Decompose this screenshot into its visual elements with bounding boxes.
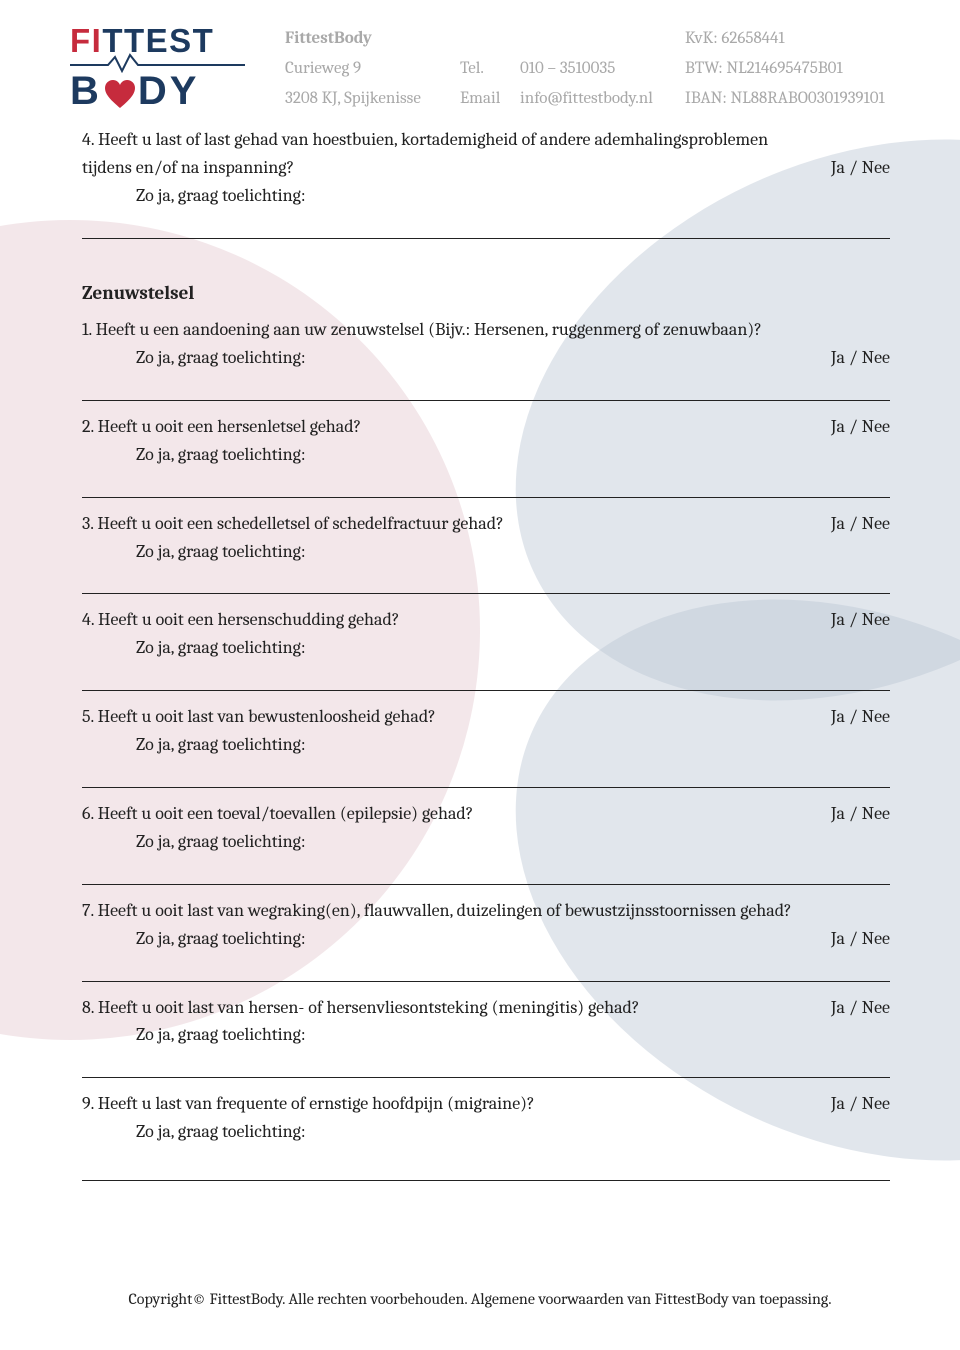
header-info: FittestBody KvK: 62658441 Curieweg 9 Tel… bbox=[285, 24, 955, 114]
zoja-label: Zo ja, graag toelichting: bbox=[82, 1021, 890, 1049]
logo-line2-left: B bbox=[70, 71, 102, 111]
fill-line bbox=[82, 959, 890, 982]
question-3: 3. Heeft u ooit een schedelletsel of sch… bbox=[82, 510, 890, 595]
zoja-label: Zo ja, graag toelichting: bbox=[82, 344, 306, 372]
fill-line bbox=[82, 475, 890, 498]
heart-icon bbox=[104, 76, 136, 106]
answer-janee: Ja / Nee bbox=[811, 154, 890, 182]
question-text: 3. Heeft u ooit een schedelletsel of sch… bbox=[82, 510, 504, 538]
content: 4. Heeft u last of last gehad van hoestb… bbox=[70, 126, 890, 1181]
kvk: KvK: 62658441 bbox=[685, 24, 955, 54]
logo-ecg-icon bbox=[70, 53, 245, 69]
question-8: 8. Heeft u ooit last van hersen- of hers… bbox=[82, 994, 890, 1079]
fill-line bbox=[82, 1055, 890, 1078]
zoja-label: Zo ja, graag toelichting: bbox=[82, 182, 890, 210]
question-text: 1. Heeft u een aandoening aan uw zenuwst… bbox=[82, 316, 890, 344]
page: FITTEST B DY FittestBody KvK: 6265844 bbox=[0, 0, 960, 1181]
fill-line bbox=[82, 1158, 890, 1181]
intro-q4-line2: tijdens en/of na inspanning? bbox=[82, 154, 294, 182]
question-2: 2. Heeft u ooit een hersenletsel gehad? … bbox=[82, 413, 890, 498]
company-name: FittestBody bbox=[285, 24, 460, 54]
fill-line bbox=[82, 378, 890, 401]
question-text: 9. Heeft u last van frequente of ernstig… bbox=[82, 1090, 535, 1118]
question-text: 4. Heeft u ooit een hersenschudding geha… bbox=[82, 606, 399, 634]
question-4: 4. Heeft u ooit een hersenschudding geha… bbox=[82, 606, 890, 691]
answer-janee: Ja / Nee bbox=[811, 510, 890, 538]
btw: BTW: NL214695475B01 bbox=[685, 54, 955, 84]
answer-janee: Ja / Nee bbox=[811, 413, 890, 441]
footer: Copyright© FittestBody. Alle rechten voo… bbox=[0, 1290, 960, 1308]
fill-line bbox=[82, 862, 890, 885]
zoja-label: Zo ja, graag toelichting: bbox=[82, 731, 890, 759]
zoja-label: Zo ja, graag toelichting: bbox=[82, 538, 890, 566]
question-text: 8. Heeft u ooit last van hersen- of hers… bbox=[82, 994, 640, 1022]
logo-line2: B DY bbox=[70, 71, 245, 111]
question-1: 1. Heeft u een aandoening aan uw zenuwst… bbox=[82, 316, 890, 401]
fill-line bbox=[82, 216, 890, 239]
zoja-label: Zo ja, graag toelichting: bbox=[82, 828, 890, 856]
answer-janee: Ja / Nee bbox=[811, 703, 890, 731]
answer-janee: Ja / Nee bbox=[811, 800, 890, 828]
email-label: Email bbox=[460, 84, 520, 114]
iban: IBAN: NL88RABO0301939101 bbox=[685, 84, 955, 114]
question-text: 5. Heeft u ooit last van bewustenlooshei… bbox=[82, 703, 436, 731]
question-9: 9. Heeft u last van frequente of ernstig… bbox=[82, 1090, 890, 1181]
email: info@fittestbody.nl bbox=[520, 84, 685, 114]
tel-label: Tel. bbox=[460, 54, 520, 84]
question-text: 7. Heeft u ooit last van wegraking(en), … bbox=[82, 897, 890, 925]
answer-janee: Ja / Nee bbox=[811, 925, 890, 953]
zoja-label: Zo ja, graag toelichting: bbox=[82, 634, 890, 662]
question-6: 6. Heeft u ooit een toeval/toevallen (ep… bbox=[82, 800, 890, 885]
logo: FITTEST B DY bbox=[70, 24, 245, 114]
question-7: 7. Heeft u ooit last van wegraking(en), … bbox=[82, 897, 890, 982]
answer-janee: Ja / Nee bbox=[811, 606, 890, 634]
answer-janee: Ja / Nee bbox=[811, 344, 890, 372]
question-5: 5. Heeft u ooit last van bewustenlooshei… bbox=[82, 703, 890, 788]
intro-q4-line1: 4. Heeft u last of last gehad van hoestb… bbox=[82, 126, 890, 154]
fill-line bbox=[82, 765, 890, 788]
fill-line bbox=[82, 668, 890, 691]
question-text: 6. Heeft u ooit een toeval/toevallen (ep… bbox=[82, 800, 473, 828]
fill-line bbox=[82, 571, 890, 594]
zoja-label: Zo ja, graag toelichting: bbox=[82, 441, 890, 469]
section-title: Zenuwstelsel bbox=[82, 279, 890, 308]
answer-janee: Ja / Nee bbox=[811, 994, 890, 1022]
street: Curieweg 9 bbox=[285, 54, 460, 84]
logo-line2-right: DY bbox=[138, 71, 200, 111]
header: FITTEST B DY FittestBody KvK: 6265844 bbox=[70, 24, 890, 114]
city: 3208 KJ, Spijkenisse bbox=[285, 84, 460, 114]
intro-q4: 4. Heeft u last of last gehad van hoestb… bbox=[82, 126, 890, 239]
tel: 010 – 3510035 bbox=[520, 54, 685, 84]
zoja-label: Zo ja, graag toelichting: bbox=[82, 1118, 890, 1146]
question-text: 2. Heeft u ooit een hersenletsel gehad? bbox=[82, 413, 361, 441]
answer-janee: Ja / Nee bbox=[811, 1090, 890, 1118]
zoja-label: Zo ja, graag toelichting: bbox=[82, 925, 306, 953]
